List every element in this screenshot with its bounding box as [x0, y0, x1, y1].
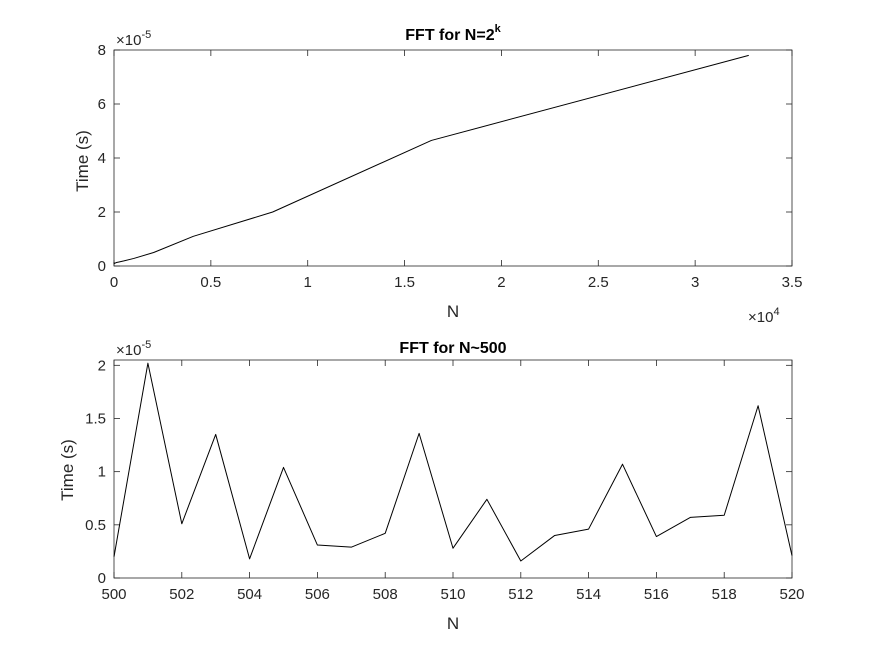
bottom-series-line	[113, 362, 793, 562]
top-y-tick-label: 4	[98, 150, 106, 167]
top-axes-box	[113, 49, 793, 267]
top-subplot: FFT for N=2k ×10-5 Time (s) N ×104 0 0.5 1…	[73, 23, 802, 326]
bottom-y-tick-label: 1	[98, 464, 106, 481]
top-x-multiplier: ×104	[748, 306, 780, 326]
top-x-tick-label: 3.5	[782, 274, 803, 291]
top-x-tick-label: 2	[497, 274, 505, 291]
bottom-x-tick-label: 500	[101, 586, 126, 603]
bottom-y-tick-label: 0.5	[85, 517, 106, 534]
bottom-y-tick-label: 0	[98, 570, 106, 587]
top-y-tick-label: 0	[98, 258, 106, 275]
top-x-tick-label: 1.5	[394, 274, 415, 291]
top-x-axis-label: N	[447, 302, 459, 321]
bottom-x-tick-label: 520	[779, 586, 804, 603]
bottom-x-tick-label: 502	[169, 586, 194, 603]
bottom-title: FFT for N~500	[399, 340, 506, 357]
top-x-tick-label: 2.5	[588, 274, 609, 291]
bottom-x-tick-label: 508	[373, 586, 398, 603]
bottom-x-tick-label: 510	[440, 586, 465, 603]
top-series-line	[113, 54, 749, 265]
top-x-tick-label: 0.5	[200, 274, 221, 291]
bottom-x-tick-label: 514	[576, 586, 601, 603]
bottom-x-tick-label: 512	[508, 586, 533, 603]
top-y-axis-label: Time (s)	[73, 130, 92, 192]
bottom-x-tick-label: 506	[305, 586, 330, 603]
top-x-tick-label: 3	[691, 274, 699, 291]
bottom-y-multiplier: ×10-5	[116, 339, 151, 359]
bottom-axes-box	[113, 359, 793, 579]
bottom-x-tick-label: 504	[237, 586, 262, 603]
top-y-tick-label: 2	[98, 204, 106, 221]
bottom-subplot: FFT for N~500 ×10-5 Time (s) N 500 502 504…	[58, 339, 805, 633]
top-y-tick-label: 6	[98, 96, 106, 113]
top-title: FFT for N=2k	[405, 23, 501, 44]
bottom-x-tick-label: 516	[644, 586, 669, 603]
bottom-y-axis-label: Time (s)	[58, 439, 77, 501]
top-y-tick-label: 8	[98, 42, 106, 59]
top-x-tick-label: 0	[110, 274, 118, 291]
bottom-x-axis-label: N	[447, 614, 459, 633]
top-y-multiplier: ×10-5	[116, 29, 151, 49]
bottom-x-tick-label: 518	[712, 586, 737, 603]
bottom-y-tick-label: 2	[98, 357, 106, 374]
top-x-tick-label: 1	[304, 274, 312, 291]
bottom-y-tick-label: 1.5	[85, 410, 106, 427]
